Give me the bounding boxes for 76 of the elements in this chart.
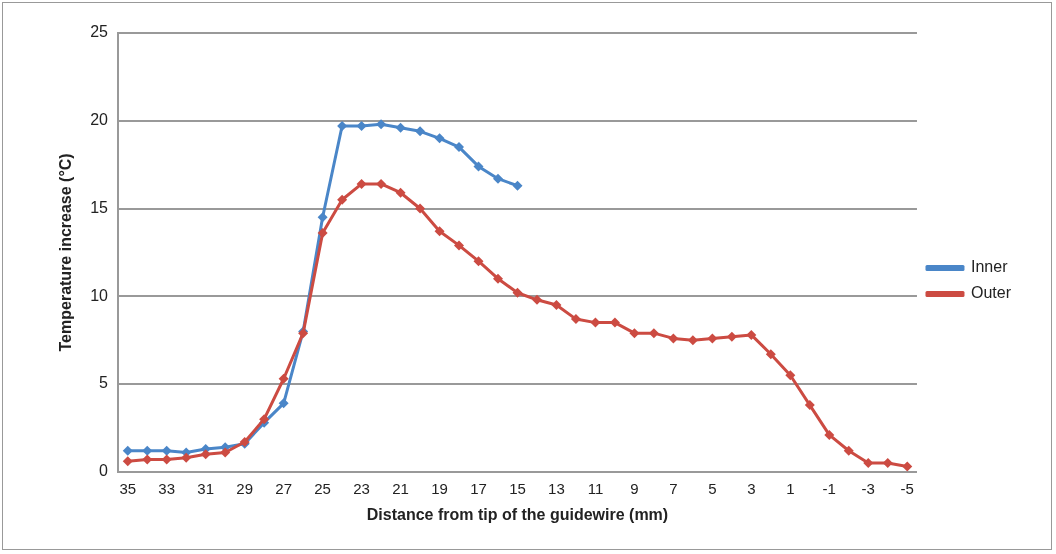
- point: [473, 256, 484, 267]
- point: [746, 329, 757, 340]
- point: [531, 294, 542, 305]
- y-tick-label: 10: [90, 286, 109, 304]
- y-tick-label: 20: [90, 111, 109, 129]
- point: [142, 445, 153, 456]
- x-tick-label: 13: [548, 479, 565, 497]
- x-tick-label: 5: [708, 479, 717, 497]
- x-tick-label: 7: [669, 479, 678, 497]
- point: [668, 333, 679, 344]
- point: [122, 456, 133, 467]
- x-tick-label: 9: [630, 479, 639, 497]
- point: [337, 194, 348, 205]
- point: [570, 314, 581, 325]
- point: [356, 178, 367, 189]
- point: [804, 400, 815, 411]
- point: [707, 333, 718, 344]
- point: [454, 240, 465, 251]
- point: [317, 228, 328, 239]
- x-tick-label: 15: [509, 479, 526, 497]
- point: [629, 328, 640, 339]
- point: [726, 331, 737, 342]
- point: [473, 161, 484, 172]
- x-tick-label: 1: [786, 479, 795, 497]
- point: [376, 119, 387, 130]
- point: [493, 273, 503, 284]
- x-tick-label: -1: [822, 479, 836, 497]
- x-tick-label: 29: [236, 479, 254, 497]
- point: [200, 449, 211, 460]
- point: [415, 126, 426, 137]
- point: [512, 287, 523, 298]
- x-axis-title: Distance from tip of the guidewire (mm): [366, 505, 669, 523]
- x-tick-label: 11: [587, 479, 604, 497]
- y-tick-label: 15: [90, 198, 109, 216]
- x-tick-label: -5: [900, 479, 914, 497]
- point: [220, 447, 231, 458]
- y-axis-title: Temperature increase (°C): [57, 153, 75, 352]
- x-tick-label: 3: [747, 479, 756, 497]
- point: [395, 122, 406, 133]
- y-tick-label: 25: [90, 23, 109, 41]
- point: [181, 452, 192, 463]
- x-tick-label: 27: [275, 479, 292, 497]
- x-tick-label: 25: [314, 479, 331, 497]
- point: [278, 373, 289, 384]
- point: [395, 187, 406, 198]
- x-tick-label: 23: [353, 479, 370, 497]
- point: [843, 445, 854, 456]
- point: [902, 461, 913, 472]
- point: [512, 180, 523, 191]
- point: [278, 398, 289, 409]
- point: [493, 173, 503, 184]
- point: [785, 370, 796, 381]
- point: [415, 203, 426, 214]
- x-tick-label: 21: [392, 479, 409, 497]
- point: [434, 226, 445, 237]
- y-tick-label: 0: [99, 462, 109, 480]
- x-tick-label: 35: [119, 479, 137, 497]
- legend-label: Inner: [970, 258, 1009, 276]
- x-tick-label: 17: [470, 479, 487, 497]
- point: [551, 300, 562, 311]
- point: [317, 212, 328, 223]
- x-tick-label: 31: [197, 479, 215, 497]
- point: [454, 142, 465, 153]
- point: [122, 445, 133, 456]
- point: [824, 429, 835, 440]
- point: [434, 133, 445, 144]
- legend-label: Outer: [970, 284, 1012, 302]
- x-tick-label: -3: [861, 479, 875, 497]
- point: [765, 349, 776, 360]
- point: [356, 121, 367, 132]
- point: [161, 445, 172, 456]
- point: [687, 335, 698, 346]
- point: [376, 178, 387, 189]
- x-tick-label: 19: [431, 479, 448, 497]
- y-tick-label: 5: [99, 374, 109, 392]
- x-tick-label: 33: [158, 479, 176, 497]
